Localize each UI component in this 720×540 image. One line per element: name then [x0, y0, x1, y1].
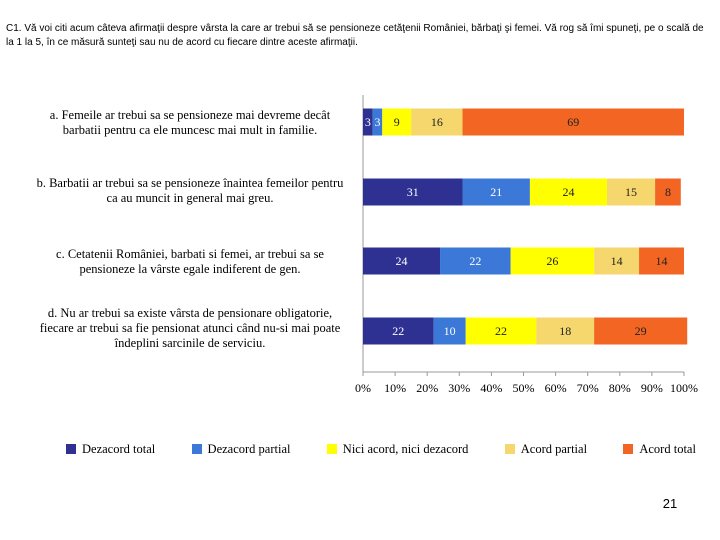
page-number: 21 — [662, 496, 678, 511]
bar-data-label: 31 — [407, 185, 419, 199]
bar-segment — [465, 317, 537, 345]
legend-item: Acord total — [623, 442, 696, 457]
legend-swatch — [66, 444, 76, 454]
bar-segment — [462, 178, 530, 206]
legend-item: Dezacord partial — [191, 441, 291, 457]
bar-data-label: 18 — [559, 324, 571, 338]
bar-segment — [372, 108, 383, 136]
x-tick-label: 20% — [416, 381, 438, 395]
bar-segment — [382, 108, 412, 136]
legend-label: Acord partial — [520, 441, 588, 456]
x-tick-label: 0% — [355, 381, 371, 395]
bar-data-label: 24 — [396, 254, 408, 268]
bar-segment — [411, 108, 463, 136]
bar-data-label: 22 — [469, 254, 481, 268]
x-tick-label: 50% — [513, 381, 535, 395]
legend-swatch — [504, 444, 515, 454]
legend-label: Dezacord total — [82, 441, 156, 456]
bar-segment — [510, 247, 595, 275]
bar-data-label: 24 — [562, 185, 574, 199]
x-tick-label: 100% — [670, 381, 698, 395]
bar-data-label: 8 — [665, 185, 671, 199]
legend-swatch — [623, 444, 634, 454]
bar-data-label: 10 — [444, 324, 456, 338]
bar-data-label: 16 — [431, 115, 443, 129]
bar-data-label: 3 — [365, 115, 371, 129]
bar-segment — [363, 317, 434, 345]
bar-segment — [440, 247, 511, 275]
x-tick-label: 30% — [448, 381, 470, 395]
bar-data-label: 29 — [635, 324, 647, 338]
category-label: c. Cetatenii României, barbati si femei,… — [56, 247, 324, 276]
bar-segment — [655, 178, 681, 206]
category-label: b. Barbatii ar trebui sa se pensioneze î… — [36, 176, 344, 205]
bar-segment — [433, 317, 466, 345]
legend-label: Dezacord partial — [207, 441, 291, 456]
legend-item: Acord partial — [504, 441, 588, 457]
chart-legend: Dezacord total Dezacord partial Nici acord… — [66, 440, 696, 458]
bar-data-label: 9 — [394, 115, 400, 129]
x-tick-label: 80% — [609, 381, 631, 395]
legend-label: Acord total — [639, 441, 696, 456]
legend-item: Nici acord, nici dezacord — [326, 441, 469, 457]
bar-segment — [363, 108, 373, 136]
x-tick-label: 70% — [577, 381, 599, 395]
bar-data-label: 15 — [625, 185, 637, 199]
legend-label: Nici acord, nici dezacord — [342, 441, 469, 456]
bar-segment — [363, 178, 463, 206]
bar-segment — [529, 178, 607, 206]
bar-data-label: 26 — [546, 254, 558, 268]
x-tick-label: 90% — [641, 381, 663, 395]
bar-data-label: 22 — [392, 324, 404, 338]
question-text: C1. Vă voi citi acum câteva afirmaţii de… — [6, 23, 704, 48]
bar-data-label: 14 — [611, 254, 623, 268]
legend-swatch — [326, 444, 337, 454]
category-label: d. Nu ar trebui sa existe vârsta de pens… — [39, 306, 341, 350]
bar-segment — [363, 247, 441, 275]
x-tick-label: 40% — [480, 381, 502, 395]
legend-item: Dezacord total — [66, 442, 155, 457]
bar-segment — [606, 178, 656, 206]
bar-segment — [639, 247, 684, 275]
bar-segment — [594, 247, 640, 275]
bar-data-label: 21 — [490, 185, 502, 199]
x-tick-label: 60% — [545, 381, 567, 395]
bar-data-label: 3 — [374, 115, 380, 129]
bar-data-label: 22 — [495, 324, 507, 338]
bar-data-label: 69 — [567, 115, 579, 129]
bar-data-label: 14 — [656, 254, 668, 268]
bar-segment — [462, 108, 684, 136]
bar-segment — [536, 317, 595, 345]
bar-segment — [594, 317, 688, 345]
x-tick-label: 10% — [384, 381, 406, 395]
category-label: a. Femeile ar trebui sa se pensioneze ma… — [49, 108, 331, 137]
legend-swatch — [191, 444, 202, 454]
